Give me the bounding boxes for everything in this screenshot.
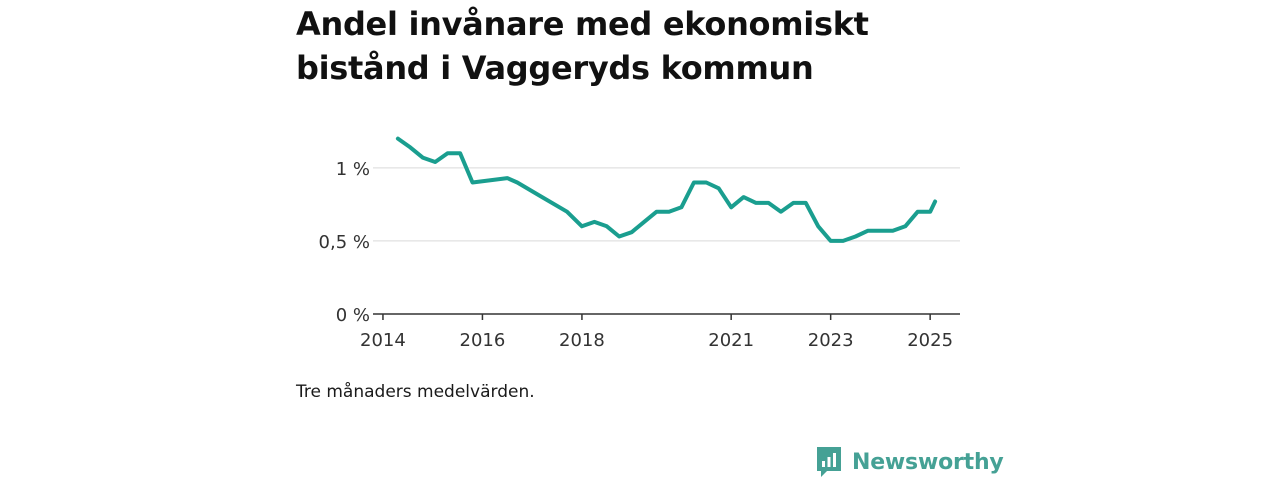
y-axis-tick-labels: 0 % 0,5 % 1 % [319,159,370,326]
series-line [395,136,938,243]
x-tick-label: 2018 [559,330,605,351]
gridlines [373,167,960,242]
x-tick-label: 2023 [808,330,854,351]
x-axis-tick-labels: 2014 2016 2018 2021 2023 2025 [360,330,953,351]
brand-name: Newsworthy [852,449,1004,475]
newsworthy-logo-icon [817,447,841,477]
x-tick-label: 2016 [460,330,506,351]
chart-title: Andel invånare med ekonomiskt bistånd i … [296,5,869,87]
y-tick-label: 0 % [336,305,370,326]
y-tick-label: 1 % [336,159,370,180]
x-tick-label: 2014 [360,330,406,351]
x-tick-label: 2021 [708,330,754,351]
series-lines [395,136,938,243]
x-tick-label: 2025 [907,330,953,351]
footnote: Tre månaders medelvärden. [296,382,535,402]
brand-logo: Newsworthy [815,444,1004,480]
y-tick-label: 0,5 % [319,232,370,253]
x-axis-ticks [382,314,931,320]
